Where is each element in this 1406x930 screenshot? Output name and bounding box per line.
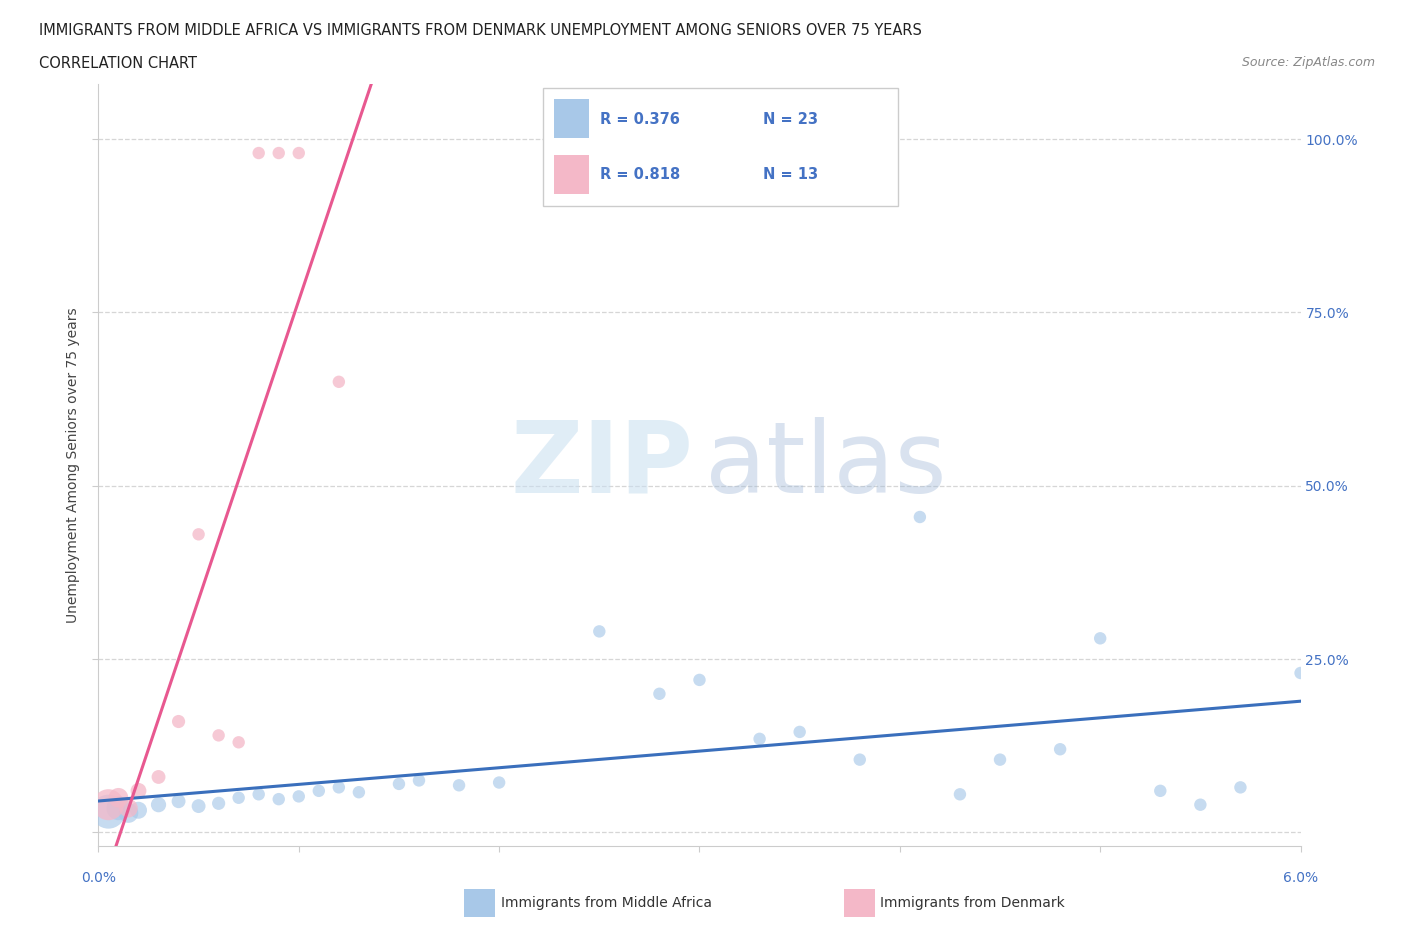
- Point: [167, 794, 190, 809]
- Point: [988, 752, 1011, 767]
- Point: [908, 510, 931, 525]
- Point: [949, 787, 972, 802]
- Point: [187, 527, 209, 542]
- Point: [117, 805, 139, 820]
- Point: [1049, 742, 1071, 757]
- Point: [328, 780, 350, 795]
- Point: [167, 714, 190, 729]
- Point: [107, 801, 129, 816]
- Point: [1189, 797, 1212, 812]
- Point: [148, 769, 170, 784]
- Point: [117, 801, 139, 816]
- Text: Source: ZipAtlas.com: Source: ZipAtlas.com: [1241, 56, 1375, 69]
- Point: [148, 797, 170, 812]
- Point: [128, 783, 150, 798]
- Text: 0.0%: 0.0%: [82, 871, 115, 885]
- Text: Immigrants from Denmark: Immigrants from Denmark: [880, 896, 1064, 910]
- Point: [128, 803, 150, 817]
- Point: [208, 728, 231, 743]
- Point: [308, 783, 330, 798]
- Point: [288, 146, 311, 161]
- Point: [1229, 780, 1251, 795]
- Text: atlas: atlas: [706, 417, 948, 513]
- Point: [228, 735, 250, 750]
- Text: CORRELATION CHART: CORRELATION CHART: [39, 56, 197, 71]
- Point: [208, 796, 231, 811]
- Point: [689, 672, 711, 687]
- Point: [1149, 783, 1171, 798]
- Text: ZIP: ZIP: [510, 417, 693, 513]
- Point: [97, 804, 120, 819]
- Point: [267, 791, 290, 806]
- Text: IMMIGRANTS FROM MIDDLE AFRICA VS IMMIGRANTS FROM DENMARK UNEMPLOYMENT AMONG SENI: IMMIGRANTS FROM MIDDLE AFRICA VS IMMIGRA…: [39, 23, 922, 38]
- Y-axis label: Unemployment Among Seniors over 75 years: Unemployment Among Seniors over 75 years: [66, 307, 80, 623]
- Point: [849, 752, 872, 767]
- Point: [288, 789, 311, 804]
- Point: [789, 724, 811, 739]
- Point: [408, 773, 430, 788]
- Point: [247, 787, 270, 802]
- Point: [97, 797, 120, 812]
- Point: [228, 790, 250, 805]
- Point: [1289, 666, 1312, 681]
- Point: [347, 785, 370, 800]
- Point: [588, 624, 610, 639]
- Point: [447, 777, 470, 792]
- Point: [267, 146, 290, 161]
- Point: [328, 375, 350, 390]
- Text: 6.0%: 6.0%: [1284, 871, 1317, 885]
- Point: [107, 790, 129, 805]
- Point: [1090, 631, 1112, 645]
- Point: [388, 777, 411, 791]
- Point: [648, 686, 671, 701]
- Point: [748, 731, 770, 746]
- Point: [187, 799, 209, 814]
- Point: [488, 775, 510, 790]
- Text: Immigrants from Middle Africa: Immigrants from Middle Africa: [501, 896, 711, 910]
- Point: [247, 146, 270, 161]
